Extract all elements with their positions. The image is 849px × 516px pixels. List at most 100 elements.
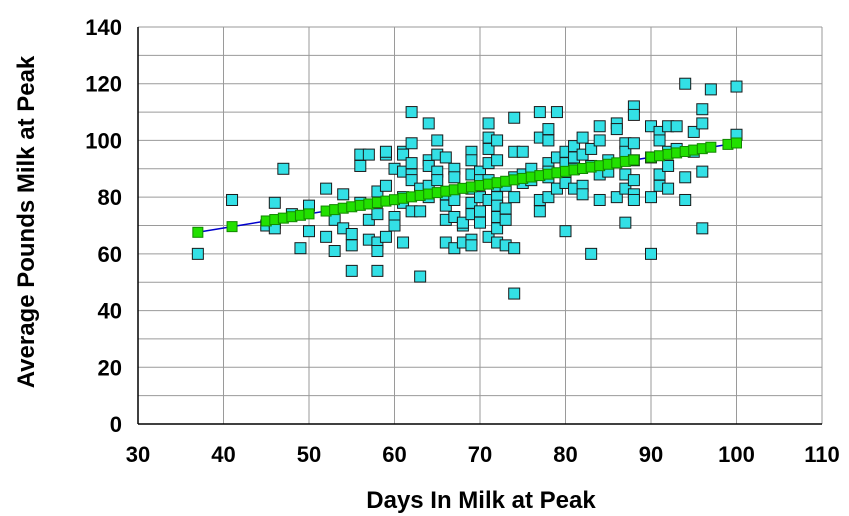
axes xyxy=(137,27,822,425)
observed-point xyxy=(405,106,418,119)
observed-point xyxy=(448,171,461,184)
observed-point xyxy=(491,222,504,235)
observed-point xyxy=(226,193,239,206)
x-tick-label: 60 xyxy=(382,442,406,467)
observed-point xyxy=(559,225,572,238)
observed-point xyxy=(294,242,307,255)
observed-point xyxy=(491,134,504,147)
y-tick-label: 20 xyxy=(98,355,122,380)
observed-point xyxy=(645,191,657,204)
observed-point xyxy=(662,182,675,195)
observed-point xyxy=(704,83,717,96)
observed-point xyxy=(439,151,452,164)
observed-point xyxy=(397,148,410,161)
observed-point xyxy=(619,216,632,229)
y-tick-label: 100 xyxy=(85,128,122,153)
y-tick-label: 80 xyxy=(98,185,122,210)
observed-point xyxy=(576,188,589,201)
observed-point xyxy=(405,157,418,170)
observed-point xyxy=(414,270,427,283)
observed-point xyxy=(414,205,427,218)
observed-point xyxy=(379,230,392,243)
observed-point xyxy=(645,247,657,260)
observed-point xyxy=(268,196,281,209)
observed-point xyxy=(653,134,666,147)
x-tick-label: 90 xyxy=(639,442,663,467)
observed-point xyxy=(345,228,358,241)
observed-point xyxy=(679,77,692,90)
observed-point xyxy=(405,137,418,150)
observed-point xyxy=(482,117,495,130)
observed-point xyxy=(508,191,521,204)
y-tick-label: 120 xyxy=(85,72,122,97)
observed-point xyxy=(405,174,418,187)
observed-point xyxy=(465,154,478,167)
observed-point xyxy=(542,123,555,136)
observed-point xyxy=(576,131,589,144)
observed-point xyxy=(696,222,709,235)
x-tick-label: 50 xyxy=(297,442,321,467)
observed-point xyxy=(397,236,410,249)
observed-point xyxy=(362,148,375,161)
observed-point xyxy=(345,239,358,252)
observed-point xyxy=(371,264,384,277)
observed-point xyxy=(593,134,606,147)
observed-point xyxy=(508,287,521,300)
y-tick-label: 60 xyxy=(98,242,122,267)
observed-point xyxy=(431,174,444,187)
y-tick-label: 0 xyxy=(110,412,122,437)
observed-point xyxy=(371,208,384,221)
observed-point xyxy=(593,193,606,206)
y-tick-label: 140 xyxy=(85,15,122,40)
observed-point xyxy=(508,111,521,124)
observed-point xyxy=(303,225,315,238)
observed-point xyxy=(670,120,683,133)
observed-point xyxy=(320,182,333,195)
predicted-point xyxy=(226,221,238,233)
observed-point xyxy=(627,137,640,150)
observed-point xyxy=(533,106,546,119)
observed-point xyxy=(474,216,486,229)
observed-point xyxy=(696,165,709,178)
x-tick-label: 30 xyxy=(126,442,150,467)
observed-point xyxy=(696,103,709,116)
x-tick-label: 110 xyxy=(804,442,840,467)
observed-point xyxy=(533,205,546,218)
observed-point xyxy=(379,179,392,192)
observed-point xyxy=(730,80,743,93)
observed-point xyxy=(191,247,204,260)
predicted-point xyxy=(705,141,717,153)
observed-point xyxy=(662,159,675,172)
observed-point xyxy=(542,134,555,147)
observed-point xyxy=(585,142,598,155)
observed-point xyxy=(491,154,504,167)
predicted-point xyxy=(303,208,315,220)
observed-point xyxy=(585,247,598,260)
observed-point xyxy=(371,245,384,258)
observed-point xyxy=(474,205,486,218)
x-axis-title: Days In Milk at Peak xyxy=(366,487,596,514)
observed-point xyxy=(550,106,563,119)
observed-point xyxy=(422,117,435,130)
x-tick-label: 40 xyxy=(211,442,235,467)
observed-point xyxy=(679,171,692,184)
x-tick-label: 70 xyxy=(468,442,492,467)
observed-point xyxy=(679,193,692,206)
observed-point xyxy=(465,239,478,252)
observed-point xyxy=(610,191,623,204)
observed-point xyxy=(320,230,333,243)
observed-point xyxy=(593,120,606,133)
observed-point xyxy=(388,219,401,232)
observed-point xyxy=(482,142,495,155)
observed-point xyxy=(354,159,367,172)
observed-point xyxy=(610,123,623,136)
observed-point xyxy=(627,174,640,187)
observed-point xyxy=(379,145,392,158)
observed-point xyxy=(456,216,469,229)
x-tick-label: 80 xyxy=(553,442,577,467)
tick-labels: 30 40 50 60 70 80 90 100 110 0 20 40 60 80 100 120 140 xyxy=(85,15,839,467)
observed-point xyxy=(508,242,521,255)
y-axis-title: Average Pounds Milk at Peak xyxy=(13,55,40,388)
